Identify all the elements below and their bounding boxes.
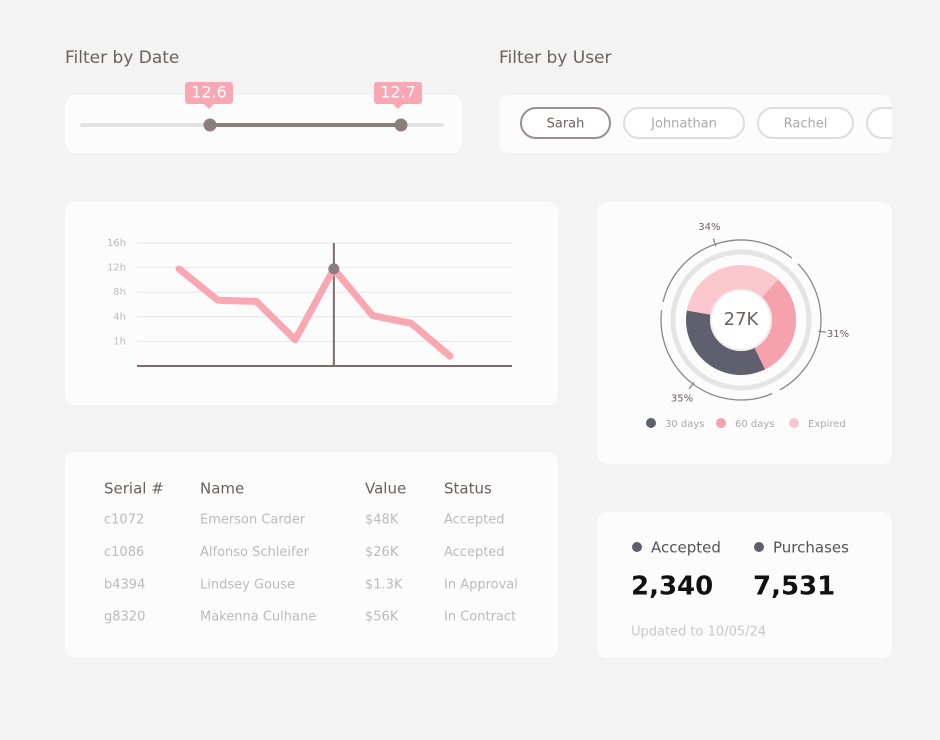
stat-value: 7,531 <box>753 572 835 602</box>
slider-knob[interactable] <box>203 118 217 132</box>
table-card <box>65 452 558 658</box>
legend-label: Expired <box>808 419 846 430</box>
table-cell: $48K <box>365 513 399 528</box>
slider-knob[interactable] <box>394 118 408 132</box>
legend-dot <box>716 418 726 428</box>
table-cell: $26K <box>365 545 399 560</box>
stat-label: Purchases <box>773 539 849 557</box>
donut-center-disc <box>710 289 772 351</box>
stat-label: Accepted <box>651 539 721 557</box>
table-cell: Alfonso Schleifer <box>200 545 310 560</box>
table-cell: $56K <box>365 610 399 625</box>
legend-dot <box>646 418 656 428</box>
updated-note: Updated to 10/05/24 <box>631 625 766 640</box>
table-header: Serial # <box>104 480 164 498</box>
donut-segment <box>685 310 766 376</box>
y-tick-label: 1h <box>113 336 126 347</box>
table-header: Status <box>444 480 492 498</box>
y-tick-label: 16h <box>107 238 126 249</box>
donut-center: 27K <box>724 309 760 330</box>
highlight-point <box>328 263 340 275</box>
table-header: Name <box>200 480 244 498</box>
user-pill[interactable] <box>520 107 611 139</box>
data-line <box>175 265 454 360</box>
y-tick-label: 8h <box>113 287 126 298</box>
stat-dot <box>754 542 764 552</box>
table-cell: In Approval <box>444 577 518 592</box>
table-cell: Lindsey Gouse <box>200 577 295 592</box>
user-pill[interactable] <box>623 107 745 139</box>
donut-tick <box>688 381 695 390</box>
user-name: Johnathan <box>650 117 717 132</box>
donut-segment <box>686 265 779 315</box>
donut-percent: 35% <box>671 393 693 404</box>
slider-value: 12.7 <box>380 83 416 102</box>
donut-percent: 34% <box>698 222 720 233</box>
slider-label: 12.7 <box>374 82 422 109</box>
donut-tick <box>712 238 717 247</box>
table-cell: c1072 <box>104 513 144 528</box>
user-name: Rachel <box>784 117 828 132</box>
slider-label: 12.6 <box>185 82 233 109</box>
table-cell: Emerson Carder <box>200 513 306 528</box>
table-cell: Accepted <box>444 545 505 560</box>
table-cell: Makenna Culhane <box>200 610 316 625</box>
user-pill[interactable] <box>757 107 854 139</box>
donut-ring <box>670 249 812 391</box>
legend-label: 30 days <box>665 419 705 430</box>
donut-percent: 31% <box>827 329 849 340</box>
y-tick-label: 12h <box>107 263 126 274</box>
section-title: Filter by User <box>499 48 612 68</box>
stat-value: 2,340 <box>631 572 713 602</box>
user-name: Sarah <box>547 117 585 132</box>
table-cell: b4394 <box>104 577 145 592</box>
user-pills: Sarah Johnathan Rachel <box>520 107 940 139</box>
legend-label: 60 days <box>735 419 775 430</box>
section-title: Filter by Date <box>65 48 179 68</box>
table-cell: In Contract <box>444 610 516 625</box>
slider-value: 12.6 <box>191 83 227 102</box>
table-cell: c1086 <box>104 545 144 560</box>
table-cell: $1.3K <box>365 577 403 592</box>
table-header: Value <box>365 480 406 498</box>
user-pill[interactable] <box>866 107 940 139</box>
donut-tick <box>818 330 827 333</box>
legend-dot <box>789 418 799 428</box>
donut-segment <box>754 279 796 370</box>
stat-dot <box>632 542 642 552</box>
table-cell: Accepted <box>444 513 505 528</box>
table-cell: g8320 <box>104 610 145 625</box>
y-tick-label: 4h <box>113 312 126 323</box>
stats-card <box>597 512 892 658</box>
